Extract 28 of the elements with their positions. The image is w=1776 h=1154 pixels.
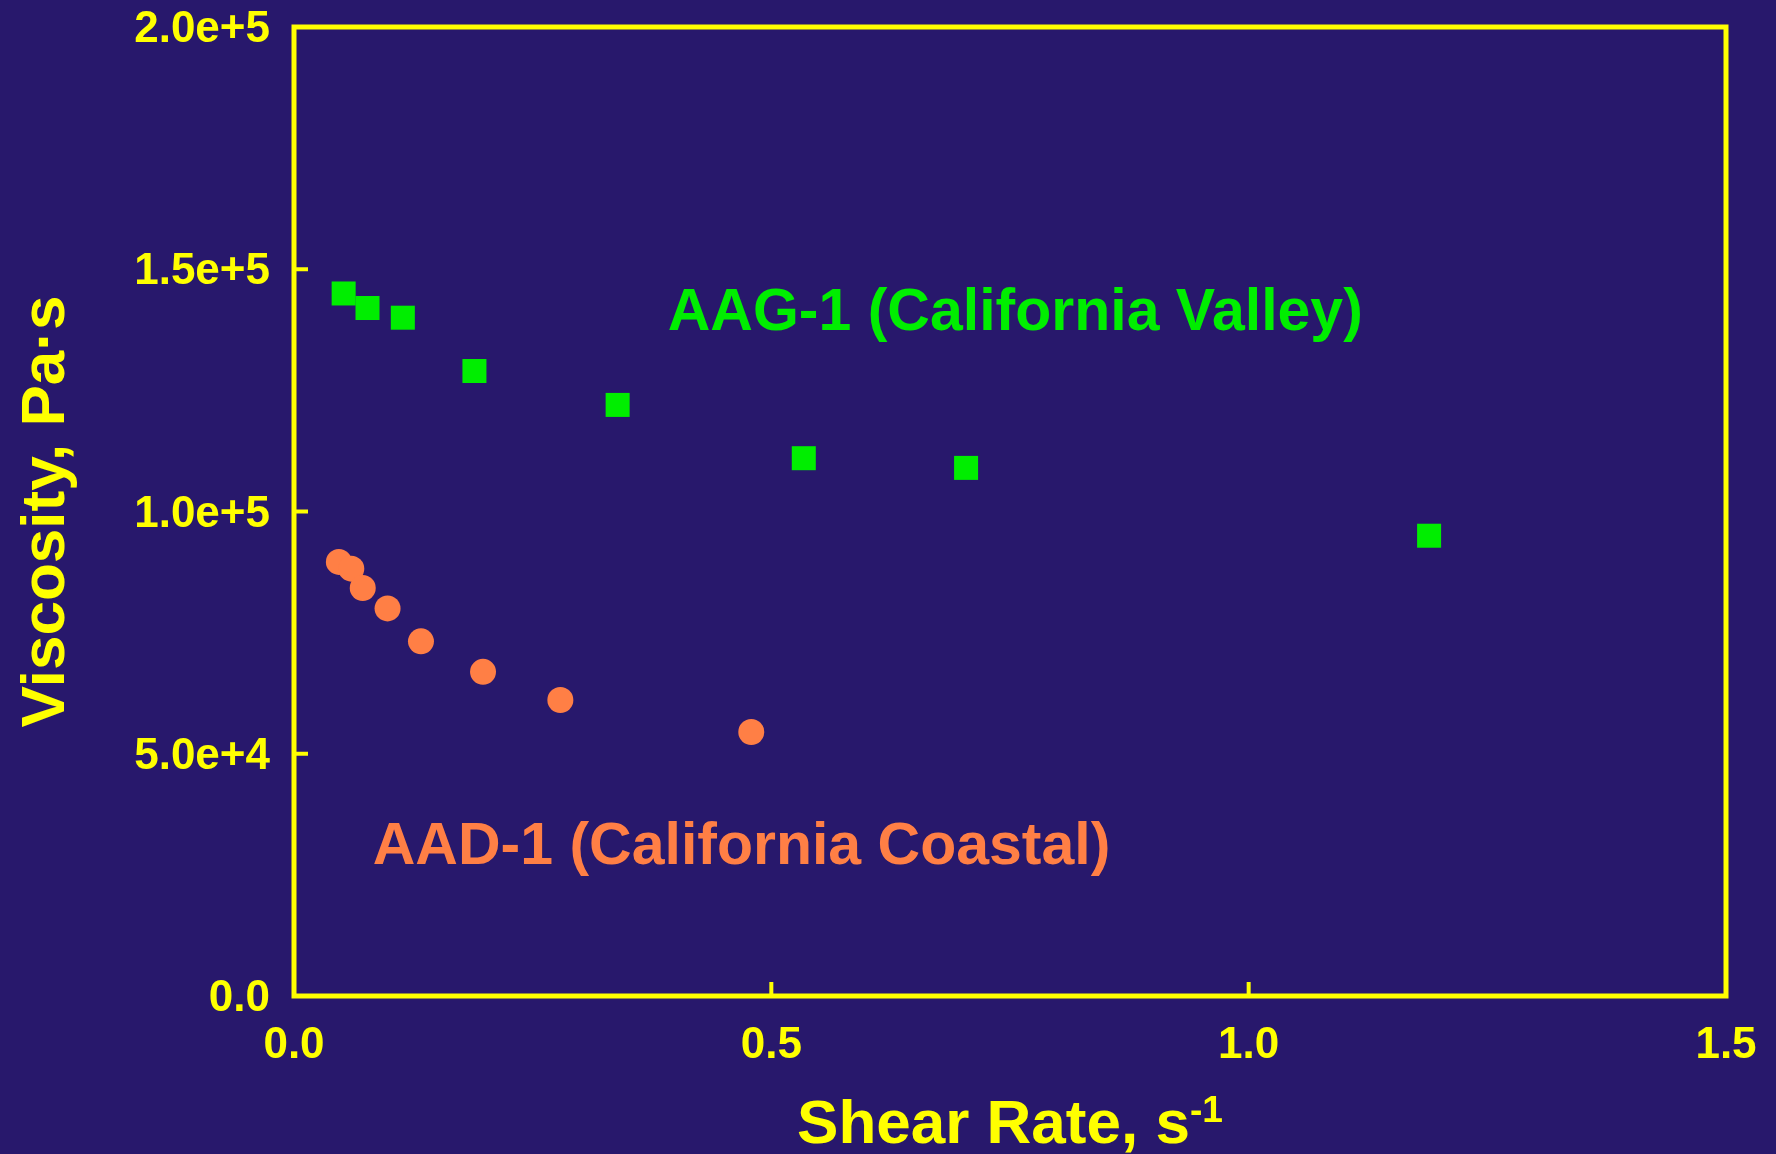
y-tick-label: 0.0 (208, 971, 270, 1020)
point (390, 305, 415, 330)
series-label: AAG-1 (California Valley) (667, 277, 1363, 344)
point (547, 686, 574, 713)
point (349, 575, 376, 602)
y-tick-label: 5.0e+4 (134, 728, 271, 778)
series-label: AAD-1 (California Coastal) (372, 811, 1111, 878)
point (1417, 523, 1442, 548)
x-tick-label: 0.0 (263, 1018, 325, 1067)
point (605, 392, 630, 417)
point (470, 658, 497, 685)
y-tick-label: 2.0e+5 (134, 2, 270, 51)
x-axis-title: Shear Rate, s$^{-1}$ (797, 1087, 1223, 1154)
point (374, 595, 401, 622)
point (738, 718, 765, 745)
point (791, 446, 816, 471)
x-tick-label: 1.5 (1695, 1018, 1757, 1067)
y-tick-label: 1.0e+5 (134, 486, 270, 536)
x-tick-label: 1.0 (1218, 1018, 1280, 1067)
x-tick-label: 0.5 (740, 1018, 802, 1067)
point (355, 296, 380, 321)
point (407, 628, 434, 655)
y-tick-label: 1.5e+5 (134, 244, 270, 294)
point (338, 555, 365, 582)
point (331, 281, 356, 306)
point (954, 455, 979, 480)
y-axis-title: Viscosity, Pa·s (8, 295, 77, 728)
point (462, 359, 487, 383)
